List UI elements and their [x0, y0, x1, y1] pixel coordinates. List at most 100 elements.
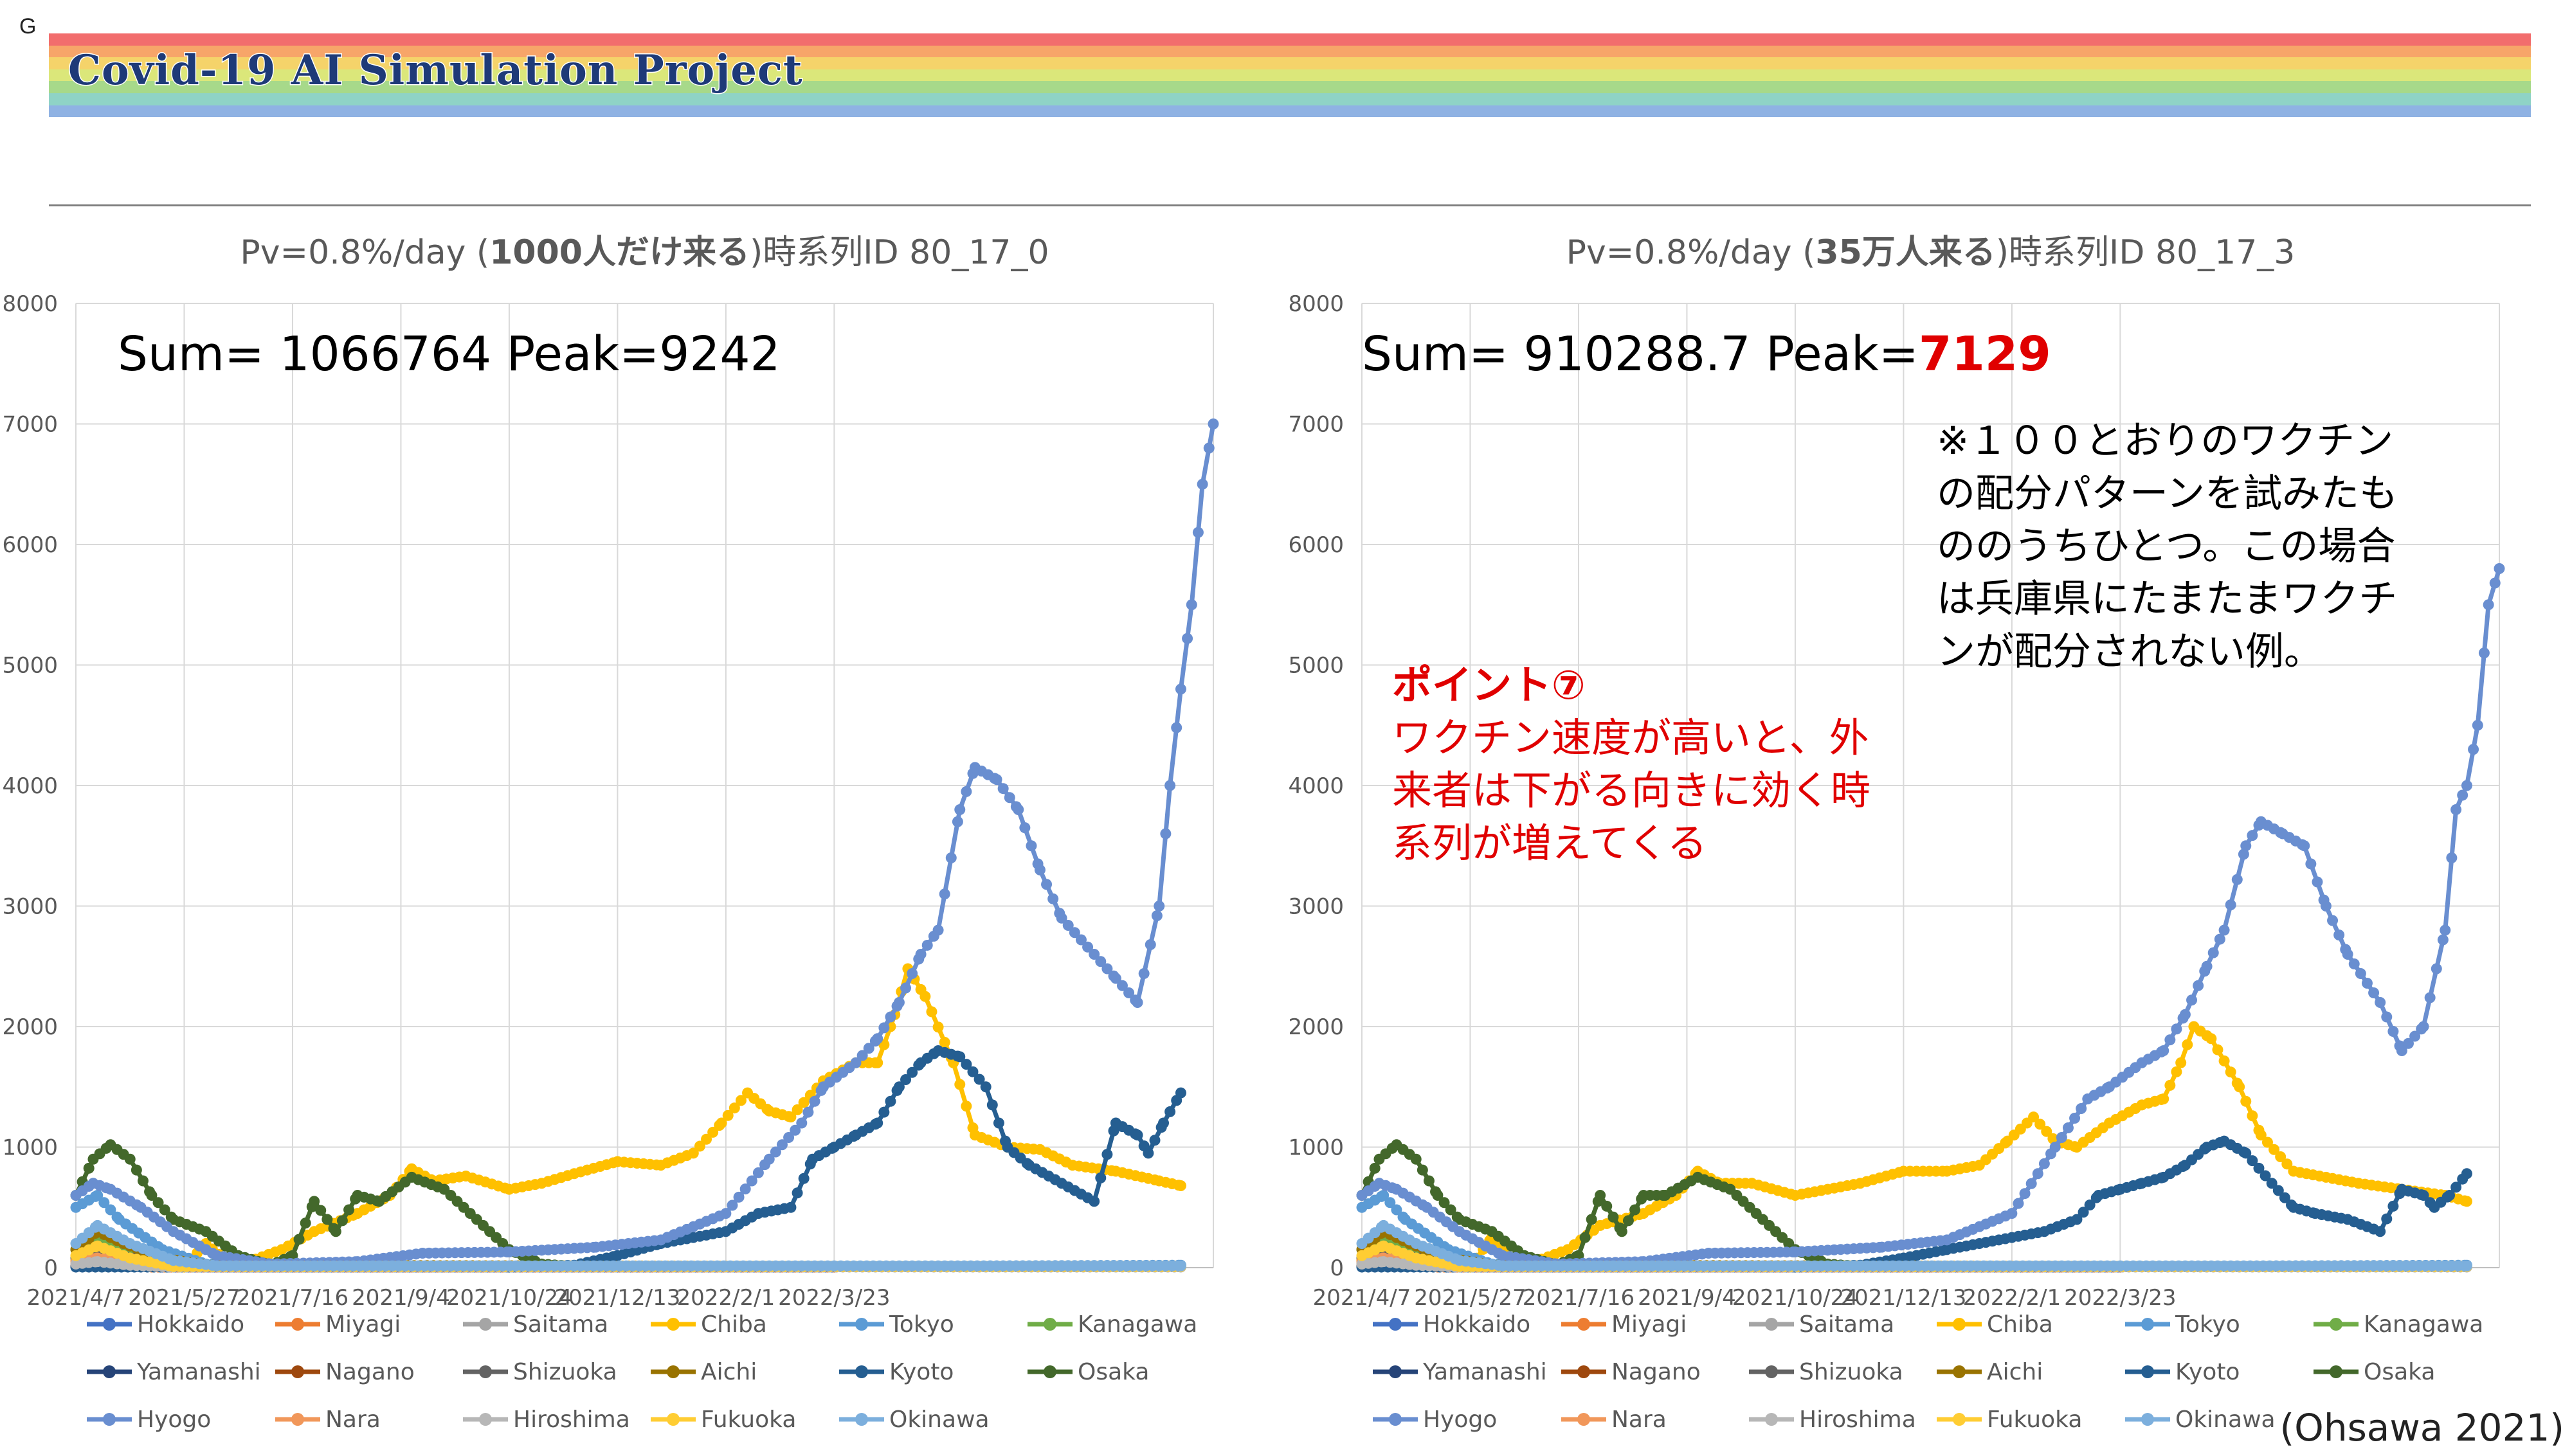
series-point	[2275, 1151, 2287, 1162]
series-point	[1110, 973, 1121, 984]
series-point	[2387, 1200, 2399, 1212]
legend-swatch-dot	[667, 1365, 680, 1378]
y-tick-label: 0	[1330, 1255, 1344, 1281]
header-divider	[49, 204, 2531, 206]
series-point	[997, 783, 1009, 795]
corner-letter: G	[19, 14, 37, 39]
y-tick-label: 2000	[2, 1014, 58, 1040]
series-point	[980, 1081, 992, 1093]
series-point	[2205, 1033, 2217, 1045]
banner-stripe	[49, 57, 2531, 69]
legend-label: Miyagi	[325, 1311, 401, 1338]
series-point	[309, 1196, 320, 1207]
series-point	[770, 1146, 781, 1158]
series-point	[1586, 1214, 1597, 1225]
series-point	[796, 1117, 808, 1129]
series-point	[1203, 442, 1215, 454]
legend-item: Nagano	[275, 1359, 415, 1385]
series-point	[727, 1200, 738, 1211]
x-tick-label: 2021/4/7	[1313, 1285, 1411, 1311]
x-tick-label: 2021/4/7	[27, 1285, 125, 1311]
legend-label: Okinawa	[889, 1407, 990, 1433]
legend-swatch-dot	[1044, 1365, 1056, 1378]
series-point	[2175, 1057, 2187, 1068]
x-tick-label: 2021/12/13	[1840, 1285, 1966, 1311]
legend-item: Yamanashi	[87, 1359, 261, 1385]
series-point	[878, 1022, 890, 1034]
series-point	[792, 1104, 803, 1115]
legend-item: Kanagawa	[1028, 1311, 1197, 1338]
series-point	[2158, 1093, 2169, 1104]
legend-label: Shizuoka	[513, 1359, 617, 1385]
x-tick-label: 2021/5/27	[128, 1285, 240, 1311]
series-point	[1041, 879, 1053, 890]
series-point	[2164, 1079, 2176, 1091]
legend-item: Nara	[275, 1407, 381, 1433]
series-point	[1175, 1260, 1186, 1272]
series-point	[1423, 1175, 1435, 1187]
legend-swatch-dot	[103, 1413, 116, 1426]
series-point	[2225, 1066, 2236, 1078]
series-point	[1197, 478, 1208, 490]
chart-right: Pv=0.8%/day (35万人来る)時系列ID 80_17_30100020…	[1288, 233, 2505, 1433]
series-point	[2182, 1039, 2193, 1050]
series-point	[98, 1197, 110, 1209]
series-point	[926, 1006, 937, 1018]
series-point	[907, 968, 918, 979]
legend-label: Kyoto	[889, 1359, 954, 1385]
y-tick-label: 8000	[2, 291, 58, 317]
series-line	[73, 966, 1183, 1270]
series-point	[893, 1081, 905, 1093]
y-tick-label: 4000	[2, 773, 58, 799]
chart-title-part: )時系列ID 80_17_0	[750, 233, 1049, 272]
legend-swatch-dot	[479, 1413, 492, 1426]
legend-item: Aichi	[651, 1359, 757, 1385]
series-point	[939, 888, 950, 900]
series-point	[2171, 1066, 2182, 1077]
legend-label: Aichi	[701, 1359, 757, 1385]
series-point	[932, 924, 944, 936]
series-point	[1208, 418, 1219, 429]
series-point	[885, 1011, 896, 1023]
series-point	[137, 1175, 149, 1187]
series-point	[1417, 1164, 1428, 1176]
series-point	[1149, 1135, 1161, 1146]
series-point	[336, 1215, 348, 1227]
series-point	[2261, 1137, 2273, 1148]
series-point	[919, 991, 931, 1002]
series-point	[2269, 1144, 2280, 1155]
series-point	[776, 1139, 788, 1151]
series-point	[2255, 1129, 2267, 1141]
series-point	[1095, 956, 1107, 967]
legend-item: Osaka	[1028, 1359, 1149, 1385]
legend-swatch-dot	[855, 1318, 868, 1331]
series-point	[1154, 901, 1165, 912]
series-point	[763, 1153, 775, 1165]
series-point	[2218, 1055, 2230, 1066]
series-point	[1123, 987, 1135, 998]
series-point	[961, 786, 972, 797]
series-point	[1089, 1196, 1100, 1207]
series-point	[2375, 1226, 2386, 1237]
series-point	[322, 1214, 333, 1225]
y-tick-label: 1000	[2, 1135, 58, 1161]
y-tick-label: 7000	[1288, 412, 1344, 438]
legend-label: Saitama	[513, 1311, 608, 1338]
series-point	[991, 774, 1002, 786]
series-point	[1026, 840, 1037, 852]
series-point	[687, 1147, 699, 1159]
x-tick-label: 2021/9/4	[1638, 1285, 1736, 1311]
legend-label: Hyogo	[137, 1407, 211, 1433]
banner-stripe	[49, 105, 2531, 118]
series-point	[915, 949, 927, 960]
series-point	[1116, 980, 1128, 991]
chart-title-part: Pv=0.8%/day (	[240, 233, 489, 272]
chart-title-part: 35万人来る	[1815, 233, 1995, 272]
legend-swatch-dot	[103, 1365, 116, 1378]
chart-title: Pv=0.8%/day (35万人来る)時系列ID 80_17_3	[1566, 233, 2296, 272]
series-point	[1138, 968, 1150, 979]
series-point	[1186, 599, 1197, 611]
series-point	[872, 1117, 883, 1129]
legend-label: Chiba	[701, 1311, 767, 1338]
series-point	[701, 1133, 712, 1145]
